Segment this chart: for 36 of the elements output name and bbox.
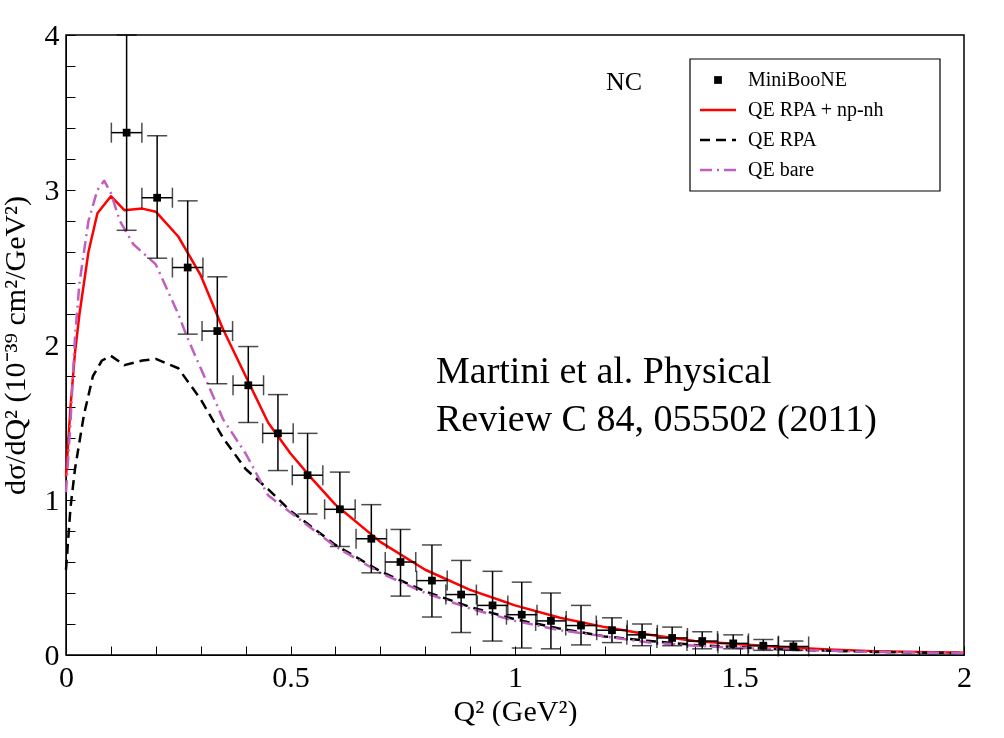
point	[729, 639, 738, 648]
point	[213, 327, 222, 335]
point	[183, 263, 192, 272]
legend-label: MiniBooNE	[748, 68, 847, 90]
point	[608, 626, 616, 635]
point	[244, 381, 253, 390]
point	[396, 558, 405, 566]
y-tick-label: 4	[44, 17, 60, 51]
annotation: NC	[606, 67, 643, 96]
point	[153, 193, 162, 202]
annotation: Martini et al. Physical Review C 84, 055502 (2011)	[436, 349, 877, 440]
point	[577, 621, 585, 630]
point	[336, 505, 344, 514]
y-tick-label: 2	[44, 327, 60, 361]
point	[638, 630, 646, 639]
y-tick-label: 1	[44, 482, 60, 516]
point	[274, 429, 282, 438]
point	[122, 128, 131, 137]
legend-label: QE bare	[748, 158, 815, 180]
point	[457, 590, 465, 599]
x-tick-label: 1.5	[721, 659, 759, 693]
y-tick-label: 3	[44, 172, 60, 206]
legend-label: QE RPA	[748, 128, 818, 150]
legend-label: QE RPA + np-nh	[748, 98, 884, 121]
x-tick-label: 0.5	[272, 659, 310, 693]
x-tick-label: 2	[957, 659, 972, 693]
point	[303, 471, 312, 480]
y-axis-title: dσ/dQ² (10⁻³⁹ cm²/GeV²)	[0, 195, 32, 496]
point	[428, 576, 436, 585]
point	[698, 637, 707, 645]
y-tick-label: 0	[44, 637, 60, 671]
point	[547, 617, 555, 625]
point	[517, 610, 526, 619]
point	[668, 634, 677, 642]
point	[367, 534, 376, 543]
x-tick-label: 1	[508, 659, 523, 693]
